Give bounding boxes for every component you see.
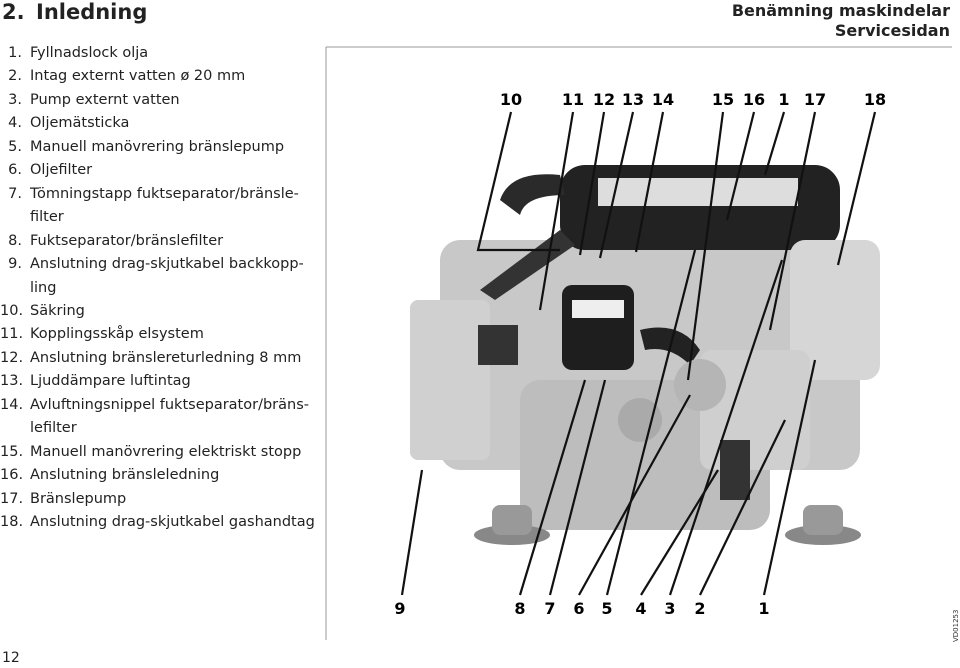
right-subtitle: Servicesidan — [834, 21, 950, 40]
item-text: Tömningstapp fuktseparator/bränsle- — [30, 185, 299, 202]
image-code: VD01253 — [952, 610, 960, 642]
item-number: 13. — [0, 373, 24, 390]
callout-number: 11 — [562, 90, 584, 109]
callout-number: 10 — [500, 90, 522, 109]
callout-lines — [400, 111, 877, 596]
callout-number: 14 — [652, 90, 674, 109]
item-number: 2. — [8, 68, 22, 85]
callout-number: 13 — [622, 90, 644, 109]
item-text: Intag externt vatten ø 20 mm — [30, 68, 246, 85]
item-number: 17. — [0, 490, 24, 507]
item-text: Fyllnadslock olja — [30, 45, 149, 61]
item-number: 16. — [0, 467, 24, 484]
callout-number: 8 — [514, 599, 525, 618]
item-number: 3. — [8, 91, 22, 108]
item-number: 9. — [8, 256, 22, 273]
item-text: Oljemätsticka — [30, 115, 130, 132]
item-text: Manuell manövrering bränslepump — [30, 138, 285, 155]
callout-number: 3 — [664, 599, 675, 618]
callout-number: 18 — [864, 90, 886, 109]
item-number: 10. — [0, 302, 24, 319]
callout-number: 6 — [573, 599, 584, 618]
item-text: Ljuddämpare luftintag — [30, 373, 191, 390]
item-number: 18. — [0, 514, 24, 530]
item-number: 6. — [8, 162, 22, 179]
callout-number: 5 — [601, 599, 612, 618]
item-text: Anslutning bränsleledning — [30, 467, 220, 484]
header-right: Benämning maskindelar Servicesidan — [732, 1, 950, 41]
callout-number: 16 — [743, 90, 765, 109]
callouts: 10 11 12 13 14 15 16 1 17 18 9 8 7 6 5 4 3 2 1 — [394, 90, 886, 618]
item-text: Manuell manövrering elektriskt stopp — [30, 443, 302, 460]
item-number: 5. — [8, 138, 22, 155]
item-number: 1. — [8, 45, 22, 61]
item-text: ling — [30, 279, 57, 296]
item-text: Avluftningsnippel fuktseparator/bräns- — [30, 396, 309, 413]
item-number: 11. — [0, 326, 24, 343]
callout-number: 12 — [593, 90, 615, 109]
item-number: 4. — [8, 115, 22, 132]
callout-number: 1 — [778, 90, 789, 109]
section-title: Inledning — [36, 0, 148, 24]
item-text: Säkring — [30, 302, 85, 319]
item-number: 12. — [0, 349, 24, 366]
callout-number: 4 — [635, 599, 646, 618]
item-text: Fuktseparator/bränslefilter — [30, 232, 224, 249]
item-number: 14. — [0, 396, 24, 413]
page-number: 12 — [2, 650, 20, 666]
callout-number: 2 — [694, 599, 705, 618]
item-text: filter — [30, 209, 64, 226]
item-text: Anslutning drag-skjutkabel backkopp- — [30, 256, 304, 273]
callout-number: 17 — [804, 90, 826, 109]
item-text: Oljefilter — [30, 162, 93, 179]
item-number: 8. — [8, 232, 22, 249]
item-text: Pump externt vatten — [30, 91, 180, 108]
item-text: Bränslepump — [30, 490, 127, 507]
callout-number: 15 — [712, 90, 734, 109]
item-number: 7. — [8, 185, 22, 202]
section-number: 2. — [2, 0, 25, 24]
engine-photo — [410, 165, 880, 545]
callout-number: 9 — [394, 599, 405, 618]
item-text: Anslutning drag-skjutkabel gashandtag — [30, 514, 315, 530]
callout-number: 7 — [544, 599, 555, 618]
right-title: Benämning maskindelar — [731, 1, 950, 20]
item-text: Kopplingsskåp elsystem — [30, 326, 204, 343]
item-number: 15. — [0, 443, 24, 460]
callout-number: 1 — [758, 599, 769, 618]
item-text: Anslutning bränslereturledning 8 mm — [30, 349, 302, 366]
item-text: lefilter — [30, 420, 77, 437]
